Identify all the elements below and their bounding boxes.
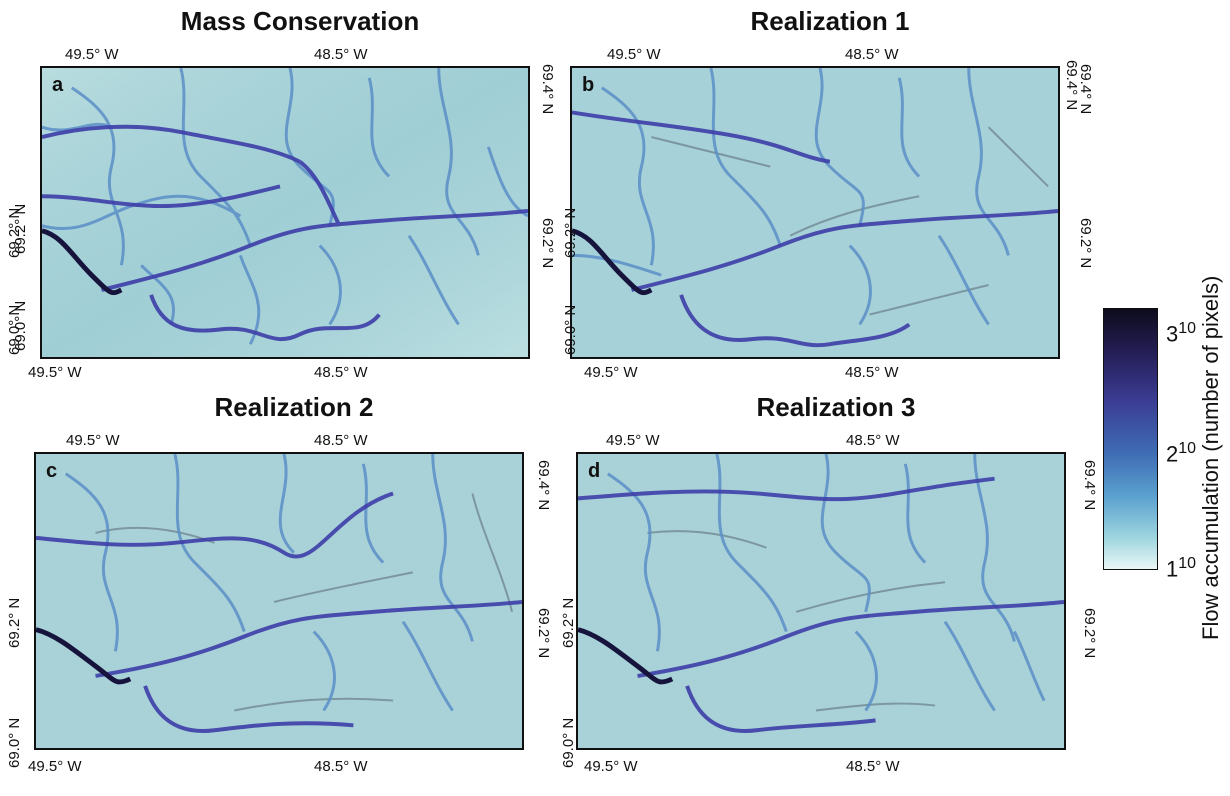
tick-lon-east-bottom: 48.5° W — [846, 758, 900, 775]
tick-lat-south-d-left: 69.0° N — [560, 717, 577, 768]
tick-lon-east-bottom: 48.5° W — [314, 758, 368, 775]
tick-lon-west-bottom: 49.5° W — [584, 758, 638, 775]
tick-lon-west-bottom: 49.5° W — [28, 758, 82, 775]
colorbar-tick-mid: 210 — [1166, 440, 1197, 467]
tick-lon-west-bottom: 49.5° W — [584, 364, 638, 381]
tick-lat-mid-a-right: 69.2° N — [539, 218, 556, 269]
tick-lat-mid-d-right: 69.2° N — [1081, 608, 1098, 659]
panel-a: Mass Conservation 49.5° W 48.5° W 49.5° … — [10, 6, 1080, 404]
tick-lat-north-d-right: 69.4° N — [1081, 460, 1098, 511]
terrain-map — [42, 68, 528, 357]
panel-title: Realization 3 — [756, 392, 916, 422]
tick-lat-mid-b-right: 69.2° N — [1077, 218, 1094, 269]
tick-lon-east-top: 48.5° W — [314, 432, 368, 449]
colorbar-title: Flow accumulation (number of pixels) — [1198, 275, 1223, 640]
map-c: c — [34, 452, 524, 750]
tick-lat-mid-a-left: 69.2° N — [6, 207, 23, 258]
panel-letter: a — [52, 74, 64, 96]
panel-letter: b — [582, 74, 595, 96]
tick-lon-east-top: 48.5° W — [845, 46, 899, 63]
panel-c: Realization 2 49.5° W 48.5° W 49.5° W 48… — [4, 392, 564, 796]
map-a: a — [40, 66, 530, 359]
colorbar-tick-bottom: 110 — [1166, 555, 1197, 582]
tick-lat-mid-d-left: 69.2° N — [560, 597, 577, 648]
terrain-map — [578, 454, 1064, 748]
map-b: b — [570, 66, 1060, 359]
tick-lon-west-top: 49.5° W — [607, 46, 661, 63]
terrain-map — [36, 454, 522, 748]
tick-lat-mid-c-left: 69.2° N — [6, 597, 23, 648]
tick-lat-south-a-left: 69.0° N — [6, 304, 23, 355]
panel-letter: c — [46, 460, 58, 482]
colorbar — [1103, 308, 1158, 570]
panel-b: Realization 1 49.5° W 48.5° W 49.5° W 48… — [540, 6, 1100, 404]
tick-lon-east-top: 48.5° W — [846, 432, 900, 449]
tick-lat-north-a-right: 69.4° N — [539, 64, 556, 115]
panel-title: Mass Conservation — [180, 6, 420, 36]
tick-lat-mid-b-left: 69.2° N — [562, 207, 579, 258]
panel-title: Realization 2 — [214, 392, 374, 422]
tick-lat-mid-c-right: 69.2° N — [535, 608, 552, 659]
tick-lat-south-c-left: 69.0° N — [6, 717, 23, 768]
tick-lon-west-top: 49.5° W — [606, 432, 660, 449]
tick-lon-east-top: 48.5° W — [314, 46, 368, 63]
tick-lon-west-top: 49.5° W — [65, 46, 119, 63]
tick-lon-east-bottom: 48.5° W — [314, 364, 368, 381]
tick-lat-north-b-right: 69.4° N — [1077, 64, 1094, 115]
panel-letter: d — [588, 460, 601, 482]
panel-title: Realization 1 — [750, 6, 910, 36]
tick-lon-east-bottom: 48.5° W — [845, 364, 899, 381]
colorbar-tick-top: 310 — [1166, 320, 1197, 347]
map-d: d — [576, 452, 1066, 750]
terrain-map — [572, 68, 1058, 357]
tick-lat-south-b-left: 69.0° N — [562, 304, 579, 355]
tick-lon-west-top: 49.5° W — [66, 432, 120, 449]
panel-d: Realization 3 49.5° W 48.5° W 49.5° W 48… — [546, 392, 1106, 796]
tick-lon-west-bottom: 49.5° W — [28, 364, 82, 381]
tick-lat-north-c-right: 69.4° N — [535, 460, 552, 511]
